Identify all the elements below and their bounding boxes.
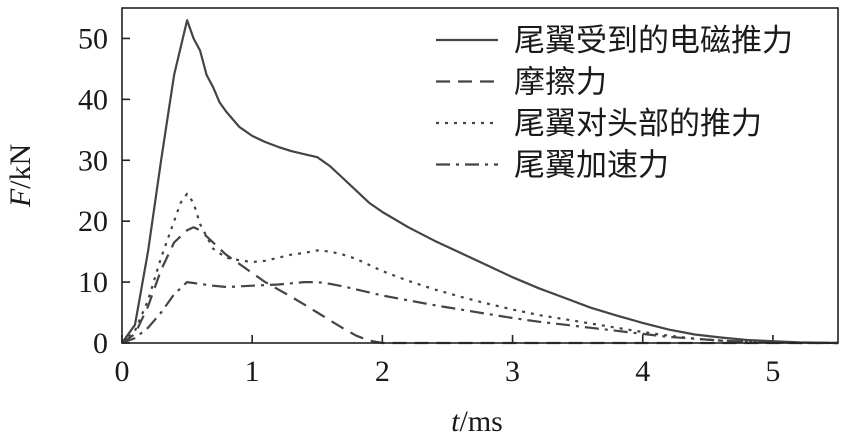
series-line-4 bbox=[121, 281, 839, 345]
y-axis-label: F/kN bbox=[4, 144, 37, 208]
series-line-2 bbox=[121, 226, 838, 345]
x-tick-label: 4 bbox=[635, 355, 650, 388]
y-tick-label: 0 bbox=[93, 327, 108, 360]
legend-label-2: 摩擦力 bbox=[514, 65, 607, 101]
legend-label-1: 尾翼受到的电磁推力 bbox=[514, 23, 793, 59]
y-tick-label: 10 bbox=[78, 266, 108, 299]
y-tick-label: 50 bbox=[78, 22, 108, 55]
y-tick-label: 40 bbox=[78, 83, 108, 116]
series-line-3 bbox=[121, 192, 838, 345]
series-line-1 bbox=[121, 19, 839, 345]
x-tick-label: 5 bbox=[765, 355, 780, 388]
x-tick-label: 1 bbox=[245, 355, 260, 388]
series-lines bbox=[121, 19, 839, 345]
y-tick-label: 20 bbox=[78, 205, 108, 238]
x-axis-label-unit: /ms bbox=[459, 405, 502, 433]
x-tick-label: 2 bbox=[375, 355, 390, 388]
y-axis-label-unit: /kN bbox=[4, 144, 37, 189]
legend-label-4: 尾翼加速力 bbox=[514, 148, 669, 184]
y-tick-label: 30 bbox=[78, 144, 108, 177]
x-axis-label: t/ms bbox=[451, 405, 503, 433]
x-tick-label: 0 bbox=[115, 355, 130, 388]
x-axis-label-symbol: t bbox=[451, 405, 460, 433]
x-tick-label: 3 bbox=[505, 355, 520, 388]
plot-frame bbox=[121, 7, 839, 344]
legend-label-3: 尾翼对头部的推力 bbox=[514, 106, 762, 142]
y-axis-label-symbol: F bbox=[4, 188, 37, 208]
